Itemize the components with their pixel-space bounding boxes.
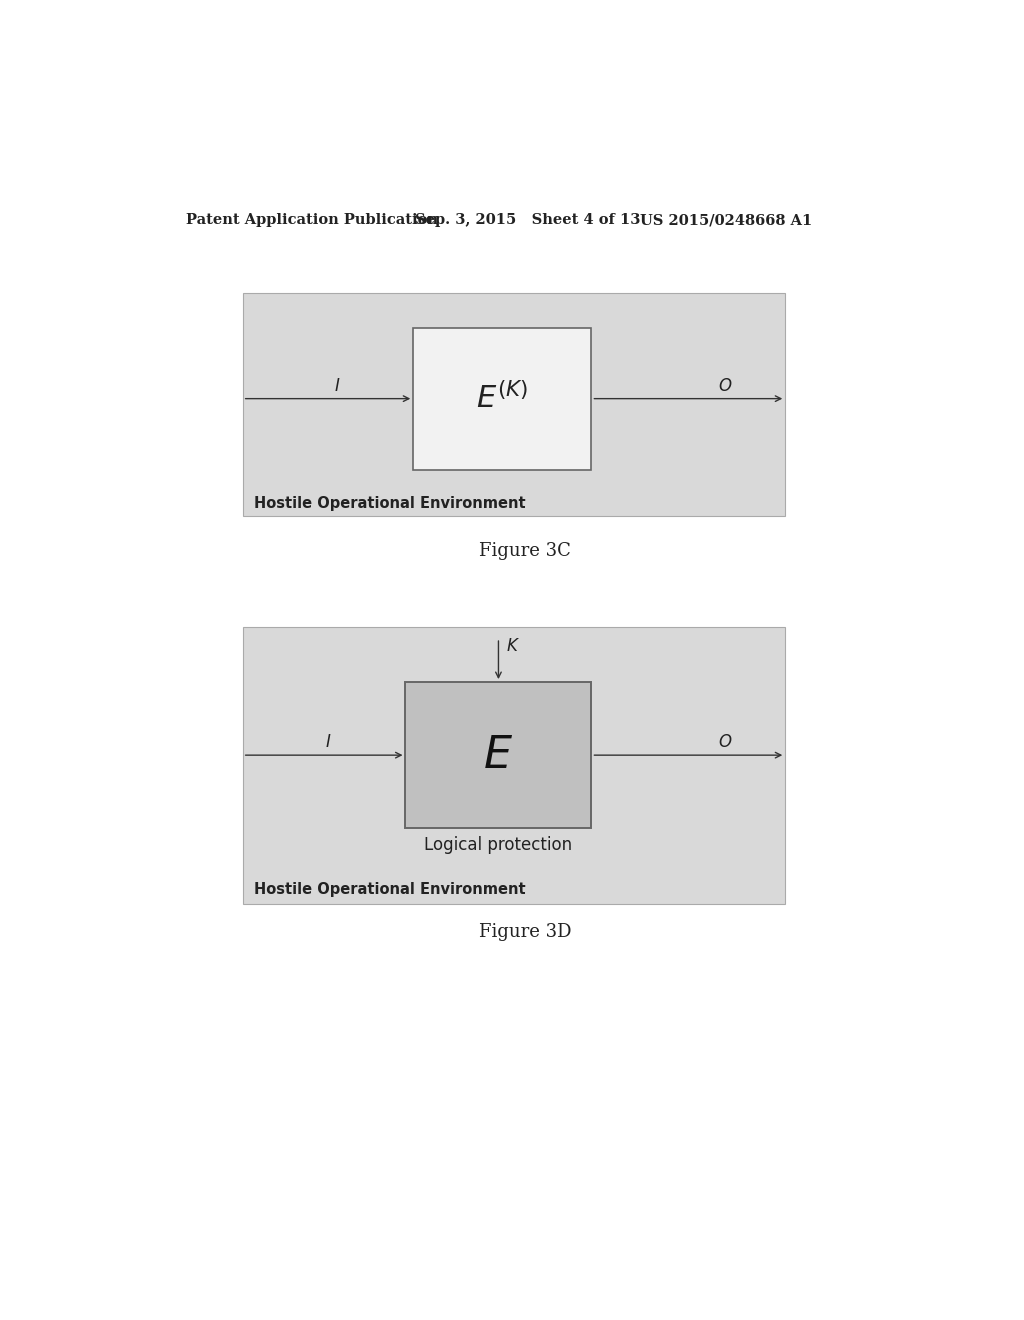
Text: O: O [718,376,731,395]
Bar [243,627,785,904]
Text: $\mathbf{\mathit{E}}$: $\mathbf{\mathit{E}}$ [483,734,513,776]
Text: Hostile Operational Environment: Hostile Operational Environment [254,496,525,511]
Text: I: I [326,733,331,751]
Bar [243,293,785,516]
Text: Logical protection: Logical protection [424,837,572,854]
Text: O: O [718,733,731,751]
Text: Figure 3C: Figure 3C [479,543,570,560]
Text: K: K [506,636,517,655]
Bar [414,327,592,470]
Text: $\mathit{E}^{(\mathit{K})}$: $\mathit{E}^{(\mathit{K})}$ [476,383,528,414]
Text: Patent Application Publication: Patent Application Publication [186,213,438,227]
Text: Hostile Operational Environment: Hostile Operational Environment [254,882,525,898]
Text: Sep. 3, 2015   Sheet 4 of 13: Sep. 3, 2015 Sheet 4 of 13 [415,213,640,227]
Bar [406,682,592,829]
Text: Figure 3D: Figure 3D [478,923,571,941]
Text: I: I [335,376,340,395]
Text: US 2015/0248668 A1: US 2015/0248668 A1 [640,213,812,227]
